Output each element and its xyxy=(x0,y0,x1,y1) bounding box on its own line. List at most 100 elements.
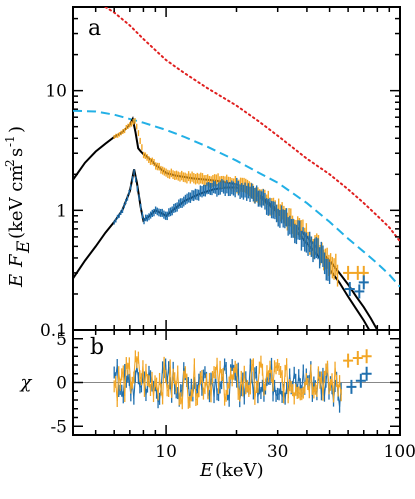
residual-step xyxy=(297,391,299,394)
residual-step xyxy=(305,378,309,385)
residual-step xyxy=(202,387,206,394)
x-tick-label: 30 xyxy=(267,442,289,462)
residual-step xyxy=(254,386,257,399)
residual-step xyxy=(261,369,265,390)
residual-step xyxy=(287,385,291,398)
residual-step xyxy=(283,370,286,398)
residual-step xyxy=(293,372,297,380)
residual-step xyxy=(177,371,180,400)
residual-step xyxy=(151,377,155,397)
residual-step xyxy=(236,369,239,394)
residual-step xyxy=(136,366,139,379)
residual-step xyxy=(186,379,189,403)
residual-step xyxy=(322,376,326,395)
residual-step xyxy=(201,375,204,394)
residual-ticks: -5 0 5 10 30 100 xyxy=(50,330,415,462)
residual-step xyxy=(228,373,232,383)
residual-step xyxy=(133,356,136,378)
residual-step xyxy=(278,368,282,373)
residual-step xyxy=(211,371,215,378)
residual-step xyxy=(124,363,127,397)
residual-step xyxy=(157,398,161,403)
residual-step xyxy=(277,364,280,370)
residual-step xyxy=(145,369,149,381)
residual-y-tick-label: 5 xyxy=(56,330,67,350)
residual-step xyxy=(255,371,259,398)
residual-step xyxy=(148,371,152,377)
residual-step xyxy=(257,367,260,387)
residual-step xyxy=(280,371,283,377)
residual-step xyxy=(295,389,298,394)
residual-step xyxy=(127,375,130,381)
residual-points-1 xyxy=(113,349,372,410)
residual-step xyxy=(252,364,256,399)
residual-step xyxy=(334,367,338,381)
residual-step xyxy=(323,369,327,377)
model-curve-2 xyxy=(73,115,379,330)
y-label-f: F xyxy=(6,253,27,268)
residual-step xyxy=(231,373,235,381)
residual-step xyxy=(147,379,150,382)
residual-step xyxy=(298,392,301,395)
residual-step xyxy=(326,366,330,389)
residual-step xyxy=(116,372,120,402)
residual-step xyxy=(219,366,223,376)
residual-step xyxy=(128,363,132,388)
residual-step xyxy=(310,370,313,389)
x-axis-label: E (keV) xyxy=(199,460,264,481)
residual-step xyxy=(260,361,263,370)
residual-step xyxy=(263,384,266,390)
residual-step xyxy=(273,385,277,397)
residual-step xyxy=(257,388,260,398)
panel-a-frame xyxy=(72,6,401,331)
model-curve-1 xyxy=(73,109,400,288)
residual-step xyxy=(169,365,173,392)
y-tick-label: 1 xyxy=(56,201,67,221)
residual-step xyxy=(181,376,185,404)
residual-step xyxy=(264,371,268,385)
residual-step xyxy=(317,372,321,383)
residual-step xyxy=(323,381,327,396)
model-curve-0 xyxy=(104,7,400,243)
residual-step xyxy=(272,366,276,386)
residual-step xyxy=(198,378,201,392)
residual-panel: b -5 0 5 10 30 100 χ xyxy=(19,329,415,462)
residual-step xyxy=(165,376,168,391)
residual-step xyxy=(289,384,292,388)
residual-step xyxy=(287,374,291,393)
residual-step xyxy=(316,372,319,391)
residual-y-tick-label: 0 xyxy=(56,374,67,394)
residual-step xyxy=(125,376,129,382)
residual-step xyxy=(222,373,226,400)
residual-step xyxy=(133,376,136,399)
residual-step xyxy=(234,366,238,370)
residual-step xyxy=(249,365,253,389)
residual-step xyxy=(143,369,147,391)
residual-step xyxy=(163,362,167,377)
residual-step xyxy=(156,392,159,403)
residual-step xyxy=(227,382,230,389)
residual-step xyxy=(159,378,162,390)
x-tick-label: 100 xyxy=(384,442,415,462)
residual-step xyxy=(157,378,161,395)
residual-step xyxy=(286,364,289,398)
residual-step xyxy=(196,379,200,391)
residual-step xyxy=(154,381,158,384)
residual-step xyxy=(188,401,191,404)
residual-step xyxy=(243,371,247,389)
data-points-4 xyxy=(113,118,339,287)
residual-step xyxy=(332,367,336,397)
residual-step xyxy=(233,366,236,374)
residual-step xyxy=(218,366,221,388)
residual-step xyxy=(131,377,135,383)
residual-step xyxy=(224,364,227,369)
residual-step xyxy=(339,381,342,396)
x-tick-label: 10 xyxy=(155,442,177,462)
y-label-s: s xyxy=(6,148,27,157)
residual-step xyxy=(190,390,194,396)
residual-step xyxy=(189,395,192,403)
residual-step xyxy=(239,376,242,396)
residual-step xyxy=(298,375,301,385)
residual-step xyxy=(304,378,307,388)
residual-step xyxy=(172,374,176,379)
